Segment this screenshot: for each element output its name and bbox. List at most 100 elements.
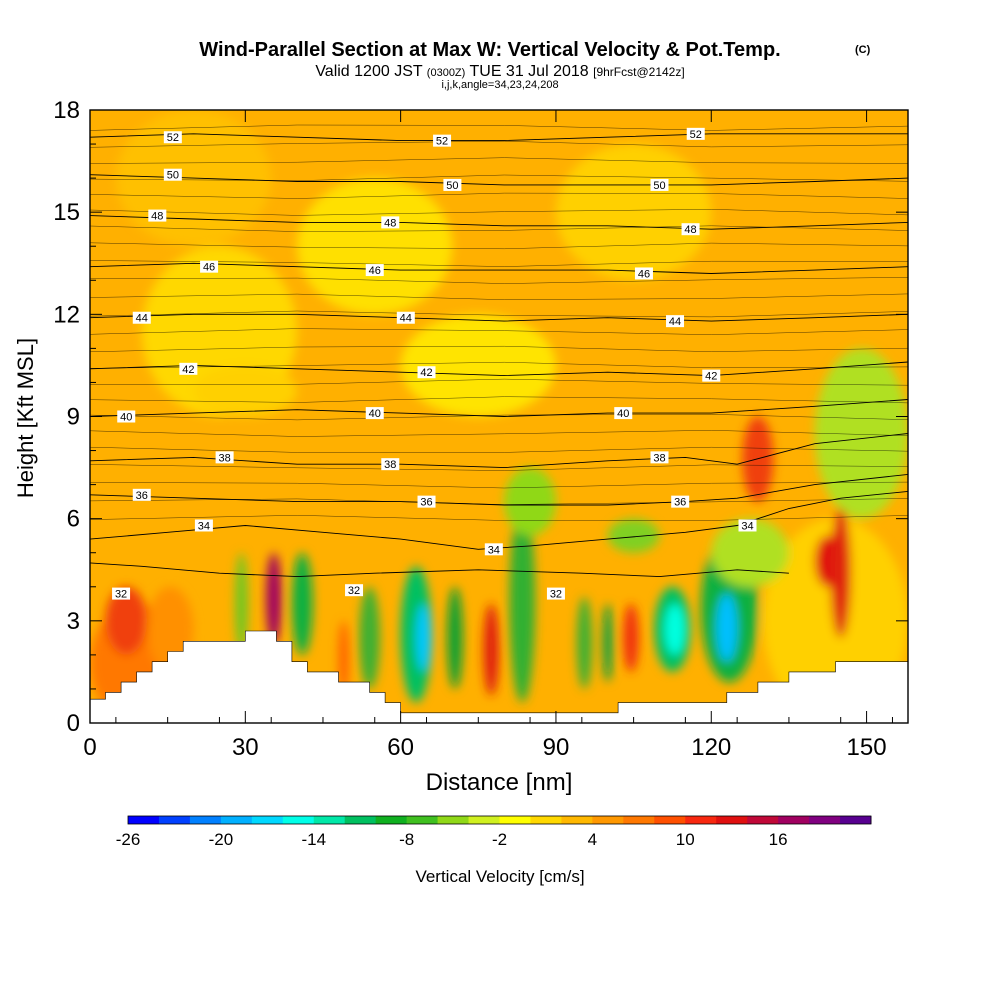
isentrope-label-bg	[634, 267, 653, 280]
y-tick-label: 3	[67, 608, 80, 635]
isentrope-label: 36	[674, 497, 686, 509]
isentrope-minor	[90, 345, 908, 353]
isentrope-label: 32	[550, 589, 562, 601]
isentrope-label-bg	[365, 407, 384, 420]
isentrope-label-bg	[702, 369, 721, 382]
colorbar-tick-label: -2	[492, 830, 507, 849]
isentrope-label-bg	[396, 311, 415, 324]
velocity-cell	[416, 603, 432, 672]
isentrope-label: 40	[369, 408, 381, 420]
isentrope-label-bg	[546, 587, 565, 600]
y-tick-label: 0	[67, 710, 80, 737]
valid-date: TUE 31 Jul 2018	[469, 63, 588, 80]
velocity-cell	[576, 596, 593, 689]
chart-title: Wind-Parallel Section at Max W: Vertical…	[199, 39, 780, 61]
isentrope-minor	[90, 430, 908, 437]
x-tick-label: 150	[847, 734, 887, 761]
isentrope-label: 38	[384, 459, 396, 471]
velocity-cell	[359, 586, 380, 689]
isentrope-label-bg	[148, 209, 167, 222]
colorbar-swatch	[778, 816, 810, 824]
isentrope-label-bg	[381, 458, 400, 471]
isentrope-label-bg	[650, 451, 669, 464]
valid-utc: (0300Z)	[427, 67, 466, 79]
valid-time: Valid 1200 JST	[315, 63, 423, 80]
isentrope-label: 44	[400, 313, 412, 325]
x-tick-label: 0	[83, 734, 96, 761]
colorbar-swatch	[406, 816, 439, 824]
isentrope-minor	[90, 209, 908, 216]
velocity-cell	[338, 620, 349, 696]
isentrope-label-bg	[365, 264, 384, 277]
isentrope-label-bg	[200, 260, 219, 273]
isentrope-label: 34	[488, 544, 500, 556]
colorbar-swatch	[530, 816, 562, 824]
isentrope-label: 42	[182, 364, 194, 376]
y-tick-label: 9	[67, 404, 80, 431]
isentrope-46	[90, 262, 908, 274]
isentrope-minor	[90, 328, 908, 335]
colorbar-swatch	[437, 816, 470, 824]
velocity-cell	[504, 467, 556, 536]
colorbar-swatch	[282, 816, 315, 824]
isentrope-label-bg	[614, 407, 633, 420]
isentrope-label: 50	[446, 180, 458, 192]
colorbar-swatch	[592, 816, 624, 824]
isentrope-minor	[90, 192, 908, 199]
colorbar-tick-label: 16	[769, 830, 788, 849]
isentrope-40	[90, 399, 908, 417]
isentrope-label-bg	[112, 587, 131, 600]
colorbar-label: Vertical Velocity [cm/s]	[415, 867, 584, 886]
colorbar-swatch	[220, 816, 253, 824]
isentrope-label: 40	[617, 408, 629, 420]
velocity-cell	[830, 508, 852, 638]
colorbar-frame	[127, 815, 872, 825]
isentrope-minor	[90, 498, 908, 505]
isentrope-label-bg	[671, 495, 690, 508]
isentrope-label: 52	[167, 132, 179, 144]
isentrope-48	[90, 215, 908, 230]
isentrope-label-bg	[215, 451, 234, 464]
isentrope-label-bg	[417, 366, 436, 379]
velocity-cell	[400, 314, 556, 417]
velocity-cell	[483, 603, 500, 696]
isentrope-label: 46	[638, 268, 650, 280]
colorbar-swatch	[685, 816, 717, 824]
colorbar-tick-label: -14	[301, 830, 326, 849]
colorbar-tick-label: -8	[399, 830, 414, 849]
isentrope-label-bg	[179, 362, 198, 375]
isentrope-minor	[90, 310, 908, 318]
isentrope-label: 42	[420, 367, 432, 379]
isentrope-minor	[90, 481, 908, 489]
isentrope-label: 40	[120, 412, 132, 424]
velocity-cell	[602, 603, 613, 683]
x-axis: 0 30 60 90 120 150	[83, 110, 893, 761]
velocity-cell	[664, 603, 686, 655]
isentrope-minor	[90, 414, 908, 421]
isentrope-label: 34	[198, 520, 210, 532]
isentrope-label: 42	[705, 371, 717, 383]
forecast-info: [9hrFcst@2142z]	[593, 65, 685, 79]
isentrope-minor	[90, 242, 908, 250]
isentrope-38	[90, 433, 908, 469]
y-tick-label: 12	[53, 301, 80, 328]
plot-area: 52 52 52 50 50 50 48 48 48 46 46 46 44 44 44 42 42 42 40 40…	[90, 110, 908, 723]
velocity-cell	[623, 603, 639, 672]
isentrope-minor	[90, 277, 908, 284]
isentrope-label-bg	[117, 410, 136, 423]
isentrope-label: 34	[741, 520, 753, 532]
colorbar-swatch	[344, 816, 377, 824]
colorbar-swatch	[716, 816, 748, 824]
isentrope-minor	[90, 464, 908, 471]
colorbar-tick-label: -26	[116, 830, 141, 849]
isentrope-label-bg	[132, 488, 151, 501]
x-tick-label: 30	[232, 734, 259, 761]
isentrope-label: 36	[420, 497, 432, 509]
velocity-cell	[607, 518, 660, 553]
isentrope-label: 46	[203, 262, 215, 274]
isentrope-minor	[90, 378, 908, 386]
isentrope-label-bg	[417, 495, 436, 508]
isentrope-label: 52	[690, 129, 702, 141]
